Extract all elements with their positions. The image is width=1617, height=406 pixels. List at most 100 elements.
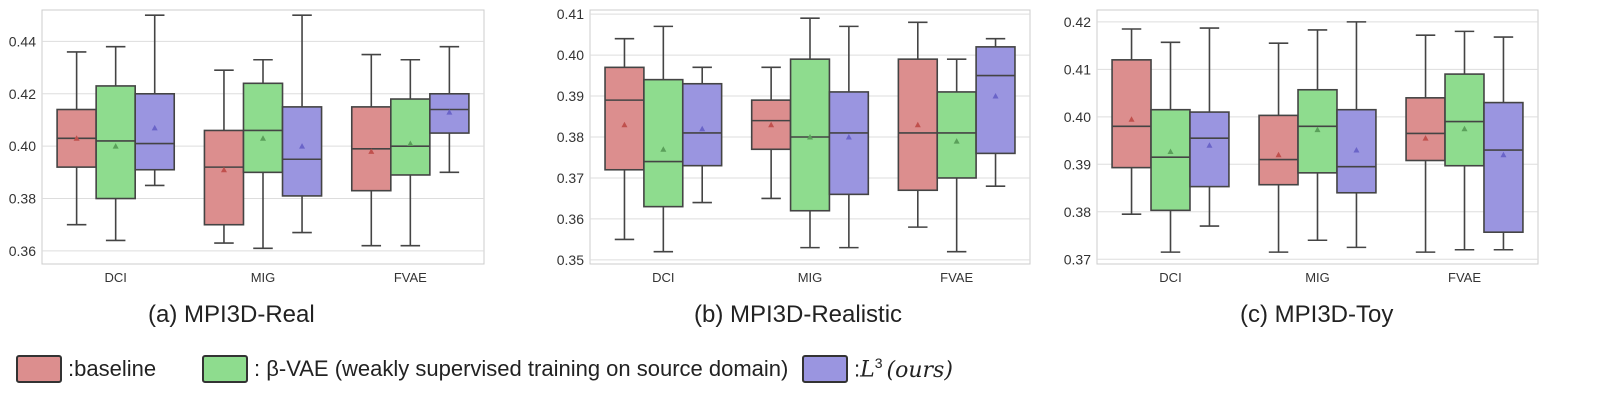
caption-mpi3d-realistic: (b) MPI3D-Realistic — [694, 301, 903, 328]
legend-swatch-l3 — [802, 355, 848, 383]
box-iqr — [828, 91, 870, 196]
mean-marker — [1422, 135, 1429, 141]
legend-label-l3: :L3 (ours) — [854, 355, 953, 382]
mean-marker — [220, 166, 227, 173]
legend-l3-letter: L — [860, 357, 875, 383]
box-iqr — [390, 98, 431, 176]
mean-marker — [1275, 151, 1282, 158]
caption-mpi3d-real: (a) MPI3D-Real — [148, 301, 315, 328]
x-tick-label-mig: MIG — [1305, 270, 1330, 285]
box-iqr — [1150, 108, 1191, 212]
box-baseline-mig — [1258, 42, 1299, 253]
mean-marker — [1461, 125, 1468, 132]
box-iqr — [975, 46, 1016, 155]
x-tick-label-dci: DCI — [104, 270, 126, 285]
box-beta-vae-mig — [242, 58, 284, 250]
box-l3-mig — [828, 25, 870, 249]
y-tick-label: 0.40 — [1064, 109, 1091, 125]
box-iqr — [750, 99, 792, 151]
panel-1: 0.36 0.38 0.40 0.42 0.44 DCI MIG FVAE — [9, 9, 485, 285]
legend-l3-prefix: : — [854, 356, 861, 382]
y-tick-label: 0.36 — [9, 243, 36, 259]
box-baseline-fvae — [897, 21, 939, 228]
y-tick-label: 0.41 — [557, 6, 584, 22]
mean-marker — [621, 121, 628, 128]
box-beta-vae-mig — [789, 17, 831, 249]
legend-item-l3: :L3 (ours) — [802, 350, 953, 388]
box-iqr — [242, 82, 284, 174]
mean-marker — [1314, 126, 1321, 133]
mean-marker — [699, 125, 706, 132]
legend-l3-suffix: (ours) — [886, 357, 953, 383]
x-tick-label-mig: MIG — [798, 270, 823, 285]
box-iqr — [1444, 73, 1485, 167]
legend-label-beta-vae: : β-VAE (weakly supervised training on s… — [254, 356, 789, 381]
box-iqr — [1336, 108, 1377, 194]
box-iqr — [681, 82, 723, 167]
y-tick-label: 0.38 — [557, 129, 584, 145]
legend-item-baseline: :baseline — [16, 350, 156, 388]
box-iqr — [134, 92, 176, 171]
box-iqr — [936, 91, 977, 179]
x-tick-label-fvae: FVAE — [394, 270, 427, 285]
x-tick-label-dci: DCI — [1159, 270, 1181, 285]
box-iqr — [1189, 111, 1230, 188]
box-iqr — [643, 78, 684, 208]
mean-marker — [112, 143, 119, 149]
y-tick-label: 0.40 — [9, 138, 36, 154]
box-l3-mig — [1336, 21, 1377, 249]
box-baseline-dci — [604, 37, 645, 241]
legend-swatch-beta-vae — [202, 355, 248, 383]
box-l3-dci — [681, 66, 723, 204]
legend-label-baseline: :baseline — [68, 356, 157, 381]
mean-marker — [299, 143, 306, 149]
box-l3-dci — [1189, 27, 1230, 227]
box-iqr — [1483, 101, 1524, 233]
mean-marker — [73, 135, 80, 141]
y-tick-label: 0.39 — [557, 88, 584, 104]
panel-3: 0.37 0.38 0.39 0.40 0.41 0.42 DCI MIG FVAE — [1064, 9, 1539, 285]
mean-marker — [807, 134, 813, 140]
box-l3-mig — [281, 14, 323, 234]
box-baseline-fvae — [1405, 34, 1446, 253]
y-tick-label: 0.44 — [9, 33, 36, 49]
box-iqr — [95, 85, 136, 200]
mean-marker — [660, 146, 667, 152]
x-tick-label-dci: DCI — [652, 270, 674, 285]
mean-marker — [1353, 147, 1360, 153]
panel-2: 0.35 0.36 0.37 0.38 0.39 0.40 0.41 DCI MIG FVAE — [557, 6, 1031, 285]
mean-marker — [1500, 151, 1507, 158]
y-tick-label: 0.38 — [1064, 204, 1091, 220]
mean-marker — [1206, 142, 1213, 148]
legend: :baseline : β-VAE (weakly supervised tra… — [0, 350, 1617, 390]
mean-marker — [151, 124, 158, 131]
y-tick-label: 0.37 — [1064, 251, 1091, 267]
box-l3-fvae — [429, 45, 470, 174]
box-beta-vae-mig — [1297, 29, 1338, 242]
box-beta-vae-fvae — [936, 58, 977, 253]
mean-marker — [1128, 116, 1135, 122]
y-tick-label: 0.38 — [9, 191, 36, 207]
box-iqr — [1258, 114, 1299, 186]
caption-mpi3d-toy: (c) MPI3D-Toy — [1240, 301, 1394, 328]
mean-marker — [368, 148, 375, 154]
box-beta-vae-dci — [95, 45, 136, 242]
mean-marker — [845, 134, 852, 140]
box-l3-fvae — [975, 37, 1016, 187]
box-iqr — [604, 66, 645, 171]
mean-marker — [446, 109, 453, 115]
box-baseline-fvae — [350, 53, 392, 247]
y-tick-label: 0.41 — [1064, 61, 1091, 77]
box-iqr — [1111, 59, 1152, 169]
box-beta-vae-dci — [1150, 41, 1191, 253]
y-tick-label: 0.35 — [557, 252, 584, 268]
y-tick-label: 0.36 — [557, 211, 584, 227]
box-beta-vae-fvae — [1444, 30, 1485, 251]
mean-marker — [407, 140, 414, 147]
x-tick-label-fvae: FVAE — [940, 270, 973, 285]
mean-marker — [768, 121, 775, 128]
box-iqr — [1405, 97, 1446, 162]
legend-swatch-baseline — [16, 355, 62, 383]
